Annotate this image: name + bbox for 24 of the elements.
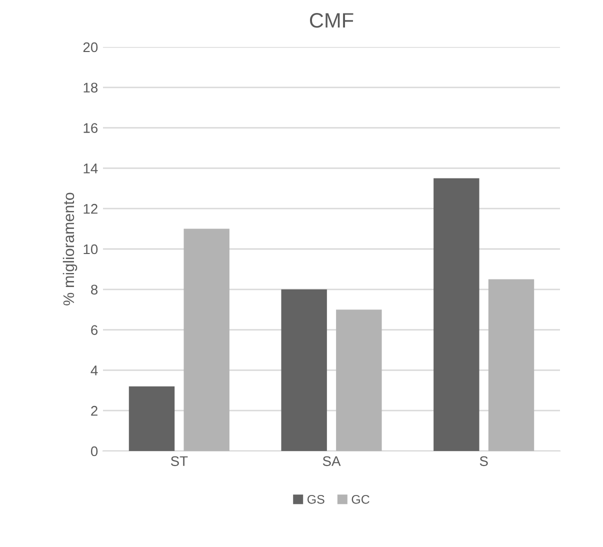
bar: [128, 386, 175, 451]
chart-title: CMF: [310, 13, 354, 28]
y-tick-label: 8: [91, 284, 98, 295]
y-tick-label: 18: [84, 82, 98, 93]
y-tick-label: 20: [83, 42, 98, 52]
y-tick-label: 12: [84, 204, 98, 214]
bar: [336, 310, 382, 451]
bar: [184, 228, 230, 451]
y-axis-title: % miglioramento: [62, 192, 78, 306]
legend-label: GS: [307, 494, 324, 504]
y-tick-label: 16: [84, 123, 98, 133]
x-tick-label: SA: [322, 456, 341, 466]
y-tick-label: 14: [84, 164, 98, 174]
y-tick-label: 0: [90, 446, 98, 456]
x-tick-label: S: [480, 456, 488, 466]
y-tick-label: 2: [91, 406, 98, 416]
y-tick-label: 10: [84, 244, 98, 254]
y-tick-label: 4: [90, 366, 98, 376]
x-tick-label: ST: [170, 456, 188, 466]
legend-label: GC: [352, 494, 370, 504]
bar: [281, 289, 327, 451]
bar: [488, 279, 534, 451]
y-tick-label: 6: [91, 325, 98, 335]
bar: [434, 178, 480, 451]
